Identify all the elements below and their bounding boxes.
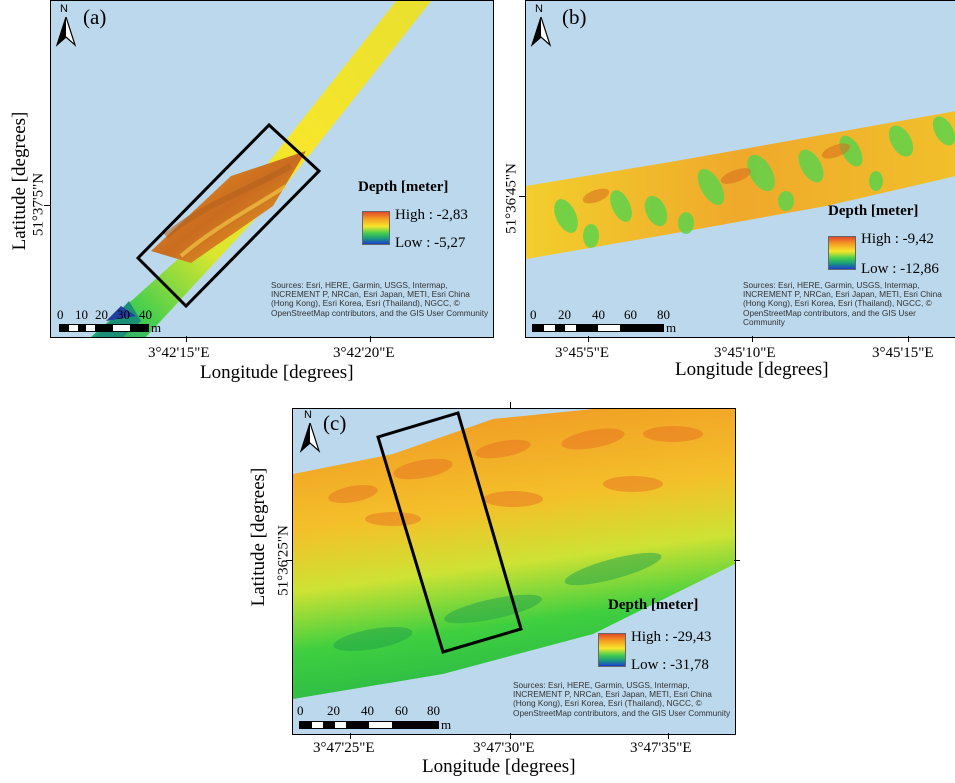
scale-num: 10: [75, 307, 88, 323]
scale-num: 40: [592, 307, 605, 323]
north-arrow-icon: N: [299, 413, 321, 453]
legend-low-b: Low : -12,86: [861, 261, 939, 278]
legend-title-c: Depth [meter]: [608, 597, 698, 614]
legend-ramp-b: [828, 236, 856, 270]
scale-num: 20: [558, 307, 571, 323]
tick: [588, 336, 589, 342]
scale-num: 0: [297, 703, 304, 719]
x-axis-title-a: Longitude [degrees]: [200, 362, 354, 384]
north-label: N: [60, 3, 68, 15]
x-tick-a-0: 3°42'15"E: [148, 345, 210, 362]
scale-num: 0: [530, 307, 537, 323]
y-tick-b-0: 51°36'45"N: [504, 151, 521, 247]
tick: [668, 733, 669, 739]
scale-unit-b: m: [666, 320, 676, 336]
x-tick-c-1: 3°47'30"E: [473, 740, 535, 757]
panel-a: N (a) Depth [meter] High : -2,83 Low : -…: [0, 0, 500, 390]
legend-title-b: Depth [meter]: [828, 203, 918, 220]
map-frame-a: N (a) Depth [meter] High : -2,83 Low : -…: [50, 0, 494, 338]
panel-letter-a: (a): [83, 5, 106, 30]
x-axis-title-c: Longitude [degrees]: [422, 756, 576, 778]
scale-num: 60: [395, 703, 408, 719]
y-tick-c-0: 51°36'25"N: [276, 513, 293, 609]
panel-c: N (c) Depth [meter] High : -29,43 Low : …: [240, 400, 740, 783]
tick: [734, 560, 740, 561]
scale-bar-a: [59, 324, 149, 332]
tick: [186, 336, 187, 342]
tick: [350, 733, 351, 739]
x-tick-a-1: 3°42'20"E: [333, 345, 395, 362]
legend-low-c: Low : -31,78: [631, 657, 709, 674]
scale-num: 60: [624, 307, 637, 323]
x-tick-b-2: 3°45'15"E: [872, 345, 934, 362]
x-tick-c-0: 3°47'25"E: [313, 740, 375, 757]
x-axis-title-b: Longitude [degrees]: [675, 359, 829, 381]
map-frame-c: N (c) Depth [meter] High : -29,43 Low : …: [292, 408, 736, 735]
scale-bar-b: [532, 324, 664, 332]
legend-ramp-c: [598, 633, 626, 667]
scale-num: 0: [57, 307, 64, 323]
scale-unit-a: m: [151, 320, 161, 336]
sources-attribution-b: Sources: Esri, HERE, Garmin, USGS, Inter…: [743, 281, 955, 327]
y-axis-title-a: Latitude [degrees]: [9, 96, 31, 266]
scale-num: 20: [327, 703, 340, 719]
legend-high-c: High : -29,43: [631, 629, 711, 646]
legend-low-a: Low : -5,27: [395, 235, 465, 252]
north-arrow-icon: N: [55, 7, 77, 47]
legend-high-a: High : -2,83: [395, 207, 468, 224]
scale-num: 30: [117, 307, 130, 323]
scale-unit-c: m: [441, 717, 451, 733]
tick: [370, 336, 371, 342]
tick: [510, 402, 511, 408]
legend-high-b: High : -9,42: [861, 231, 934, 248]
scale-bar-c: [299, 721, 439, 729]
panel-letter-c: (c): [323, 411, 346, 436]
scale-num: 80: [427, 703, 440, 719]
map-frame-b: N (b) Depth [meter] High : -9,42 Low : -…: [525, 0, 955, 338]
sources-attribution-c: Sources: Esri, HERE, Garmin, USGS, Inter…: [513, 681, 735, 718]
x-tick-b-0: 3°45'5"E: [555, 345, 609, 362]
panel-letter-b: (b): [562, 5, 587, 30]
scale-num: 40: [361, 703, 374, 719]
north-label: N: [304, 409, 312, 421]
legend-ramp-a: [362, 211, 390, 245]
tick: [752, 336, 753, 342]
panel-b: N (b) Depth [meter] High : -9,42 Low : -…: [500, 0, 955, 390]
y-tick-a-0: 51°37'5"N: [31, 162, 48, 248]
north-label: N: [535, 3, 543, 15]
sources-attribution-a: Sources: Esri, HERE, Garmin, USGS, Inter…: [271, 281, 491, 318]
x-tick-c-2: 3°47'35"E: [630, 740, 692, 757]
legend-title-a: Depth [meter]: [358, 179, 448, 196]
scale-num: 20: [95, 307, 108, 323]
y-axis-title-c: Latitude [degrees]: [248, 452, 270, 622]
tick: [908, 336, 909, 342]
tick: [510, 733, 511, 739]
north-arrow-icon: N: [530, 7, 552, 47]
